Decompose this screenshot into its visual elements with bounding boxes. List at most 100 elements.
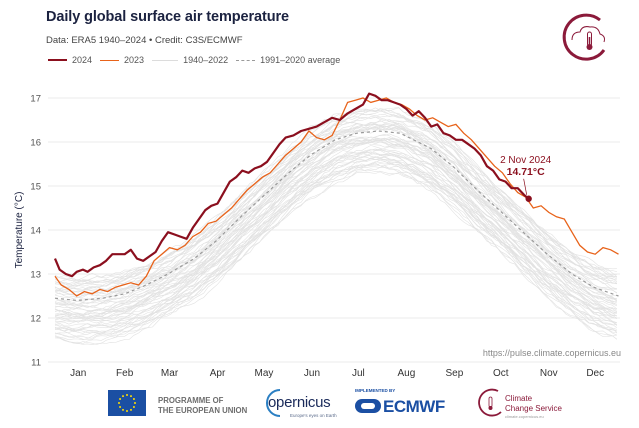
annotation-value: 14.71°C	[507, 166, 545, 178]
legend-item-2023[interactable]: 2023	[100, 55, 144, 65]
historical-traces-1940-2022	[54, 106, 618, 345]
chart-legend: 2024 2023 1940–2022 1991–2020 average	[48, 55, 348, 65]
x-tick-label: Mar	[161, 368, 179, 379]
x-tick-label: Jan	[70, 368, 86, 379]
x-tick-label: May	[255, 368, 274, 379]
temperature-chart: 11 12 13 14 15 16 17 Jan Feb Mar Apr May Jun Jul Aug S…	[14, 92, 620, 379]
eu-star	[130, 395, 132, 398]
c3s-small-logo-icon	[478, 388, 502, 417]
x-axis-ticks: Jan Feb Mar Apr May Jun Jul Aug Sep Oct Nov Dec	[70, 368, 604, 379]
historical-trace	[54, 122, 618, 294]
series-line-2024	[53, 92, 530, 278]
x-tick-label: Sep	[445, 368, 463, 379]
historical-trace	[54, 116, 618, 292]
legend-item-historical[interactable]: 1940–2022	[152, 55, 228, 65]
x-tick-label: Apr	[210, 368, 226, 379]
eu-star	[119, 398, 122, 400]
x-tick-label: Dec	[586, 368, 604, 379]
annotation-point[interactable]	[525, 195, 532, 202]
chart-subtitle: Data: ERA5 1940–2024 • Credit: C3S/ECMWF	[46, 35, 243, 46]
legend-label-historical: 1940–2022	[183, 55, 229, 65]
eu-text-line2: THE EUROPEAN UNION	[158, 405, 248, 415]
c3s-url: climate.copernicus.eu	[505, 414, 544, 419]
y-tick-label: 13	[30, 270, 41, 281]
historical-trace	[54, 155, 618, 331]
eu-star	[126, 394, 128, 396]
historical-trace	[54, 114, 617, 289]
ecmwf-wordmark: ECMWF	[383, 397, 445, 416]
y-axis-ticks: 11 12 13 14 15 16 17	[30, 94, 41, 369]
c3s-thermometer-cloud-icon	[562, 13, 606, 61]
historical-trace	[54, 158, 617, 333]
eu-star	[118, 402, 120, 404]
historical-trace	[54, 162, 618, 345]
historical-trace	[55, 120, 617, 297]
copernicus-tagline: Europe's eyes on Earth	[290, 413, 337, 418]
eu-star	[134, 402, 136, 404]
historical-trace	[54, 125, 618, 299]
copernicus-logo-icon	[266, 389, 281, 417]
legend-label-average: 1991–2020 average	[260, 55, 341, 65]
historical-trace	[54, 134, 617, 312]
y-tick-label: 16	[30, 138, 41, 149]
c3s-line1: Climate	[505, 394, 533, 403]
eu-star	[132, 406, 135, 408]
eu-star	[122, 408, 124, 411]
historical-trace	[54, 164, 618, 345]
historical-trace	[54, 138, 618, 307]
historical-trace	[54, 163, 617, 338]
eu-star	[126, 410, 128, 412]
historical-trace	[54, 121, 617, 293]
x-tick-label: Aug	[397, 368, 415, 379]
x-tick-label: Jul	[352, 368, 365, 379]
c3s-line2: Change Service	[505, 403, 562, 413]
y-tick-label: 12	[30, 314, 41, 325]
chart-title: Daily global surface air temperature	[46, 9, 289, 25]
historical-trace	[54, 146, 617, 321]
implemented-by-label: IMPLEMENTED BY	[355, 388, 396, 393]
historical-trace	[54, 152, 618, 325]
historical-trace	[54, 106, 617, 284]
historical-trace	[54, 125, 617, 305]
historical-trace	[54, 108, 618, 285]
legend-item-2024[interactable]: 2024	[48, 55, 92, 65]
legend-label-2024: 2024	[72, 55, 93, 65]
y-tick-label: 17	[30, 94, 41, 105]
historical-trace	[54, 157, 617, 328]
legend-label-2023: 2023	[124, 55, 145, 65]
source-url[interactable]: https://pulse.climate.copernicus.eu	[482, 348, 621, 358]
historical-trace	[55, 148, 618, 322]
eu-programme-text: PROGRAMME OF THE EUROPEAN UNION	[158, 396, 247, 415]
y-tick-label: 14	[30, 226, 41, 237]
historical-trace	[54, 124, 617, 290]
y-axis-label: Temperature (°C)	[14, 192, 25, 269]
x-tick-label: Jun	[304, 368, 320, 379]
historical-trace	[54, 126, 618, 306]
y-tick-label: 15	[30, 182, 41, 193]
historical-trace	[55, 163, 617, 335]
c3s-wordmark: Climate Change Service	[505, 394, 562, 413]
eu-star	[122, 395, 124, 398]
x-tick-label: Oct	[493, 368, 509, 379]
y-tick-label: 11	[31, 358, 41, 369]
x-tick-label: Nov	[540, 368, 558, 379]
x-tick-label: Feb	[116, 368, 134, 379]
legend-item-average[interactable]: 1991–2020 average	[236, 55, 340, 65]
eu-star	[132, 398, 135, 400]
historical-trace	[54, 152, 617, 323]
copernicus-wordmark: opernicus	[268, 394, 331, 411]
annotation-leader-line	[523, 178, 528, 195]
historical-trace	[54, 124, 617, 303]
historical-trace	[54, 161, 618, 340]
historical-trace	[54, 139, 618, 315]
historical-trace	[54, 153, 618, 317]
annotation-date: 2 Nov 2024	[500, 155, 552, 166]
eu-star	[130, 408, 132, 411]
historical-trace	[54, 137, 618, 312]
legend-swatch-2023	[100, 59, 120, 61]
eu-star	[119, 406, 122, 408]
legend-swatch-2024	[48, 59, 67, 61]
legend-swatch-historical	[152, 59, 179, 61]
eu-text-line1: PROGRAMME OF	[158, 396, 224, 405]
legend-swatch-average	[236, 59, 256, 61]
